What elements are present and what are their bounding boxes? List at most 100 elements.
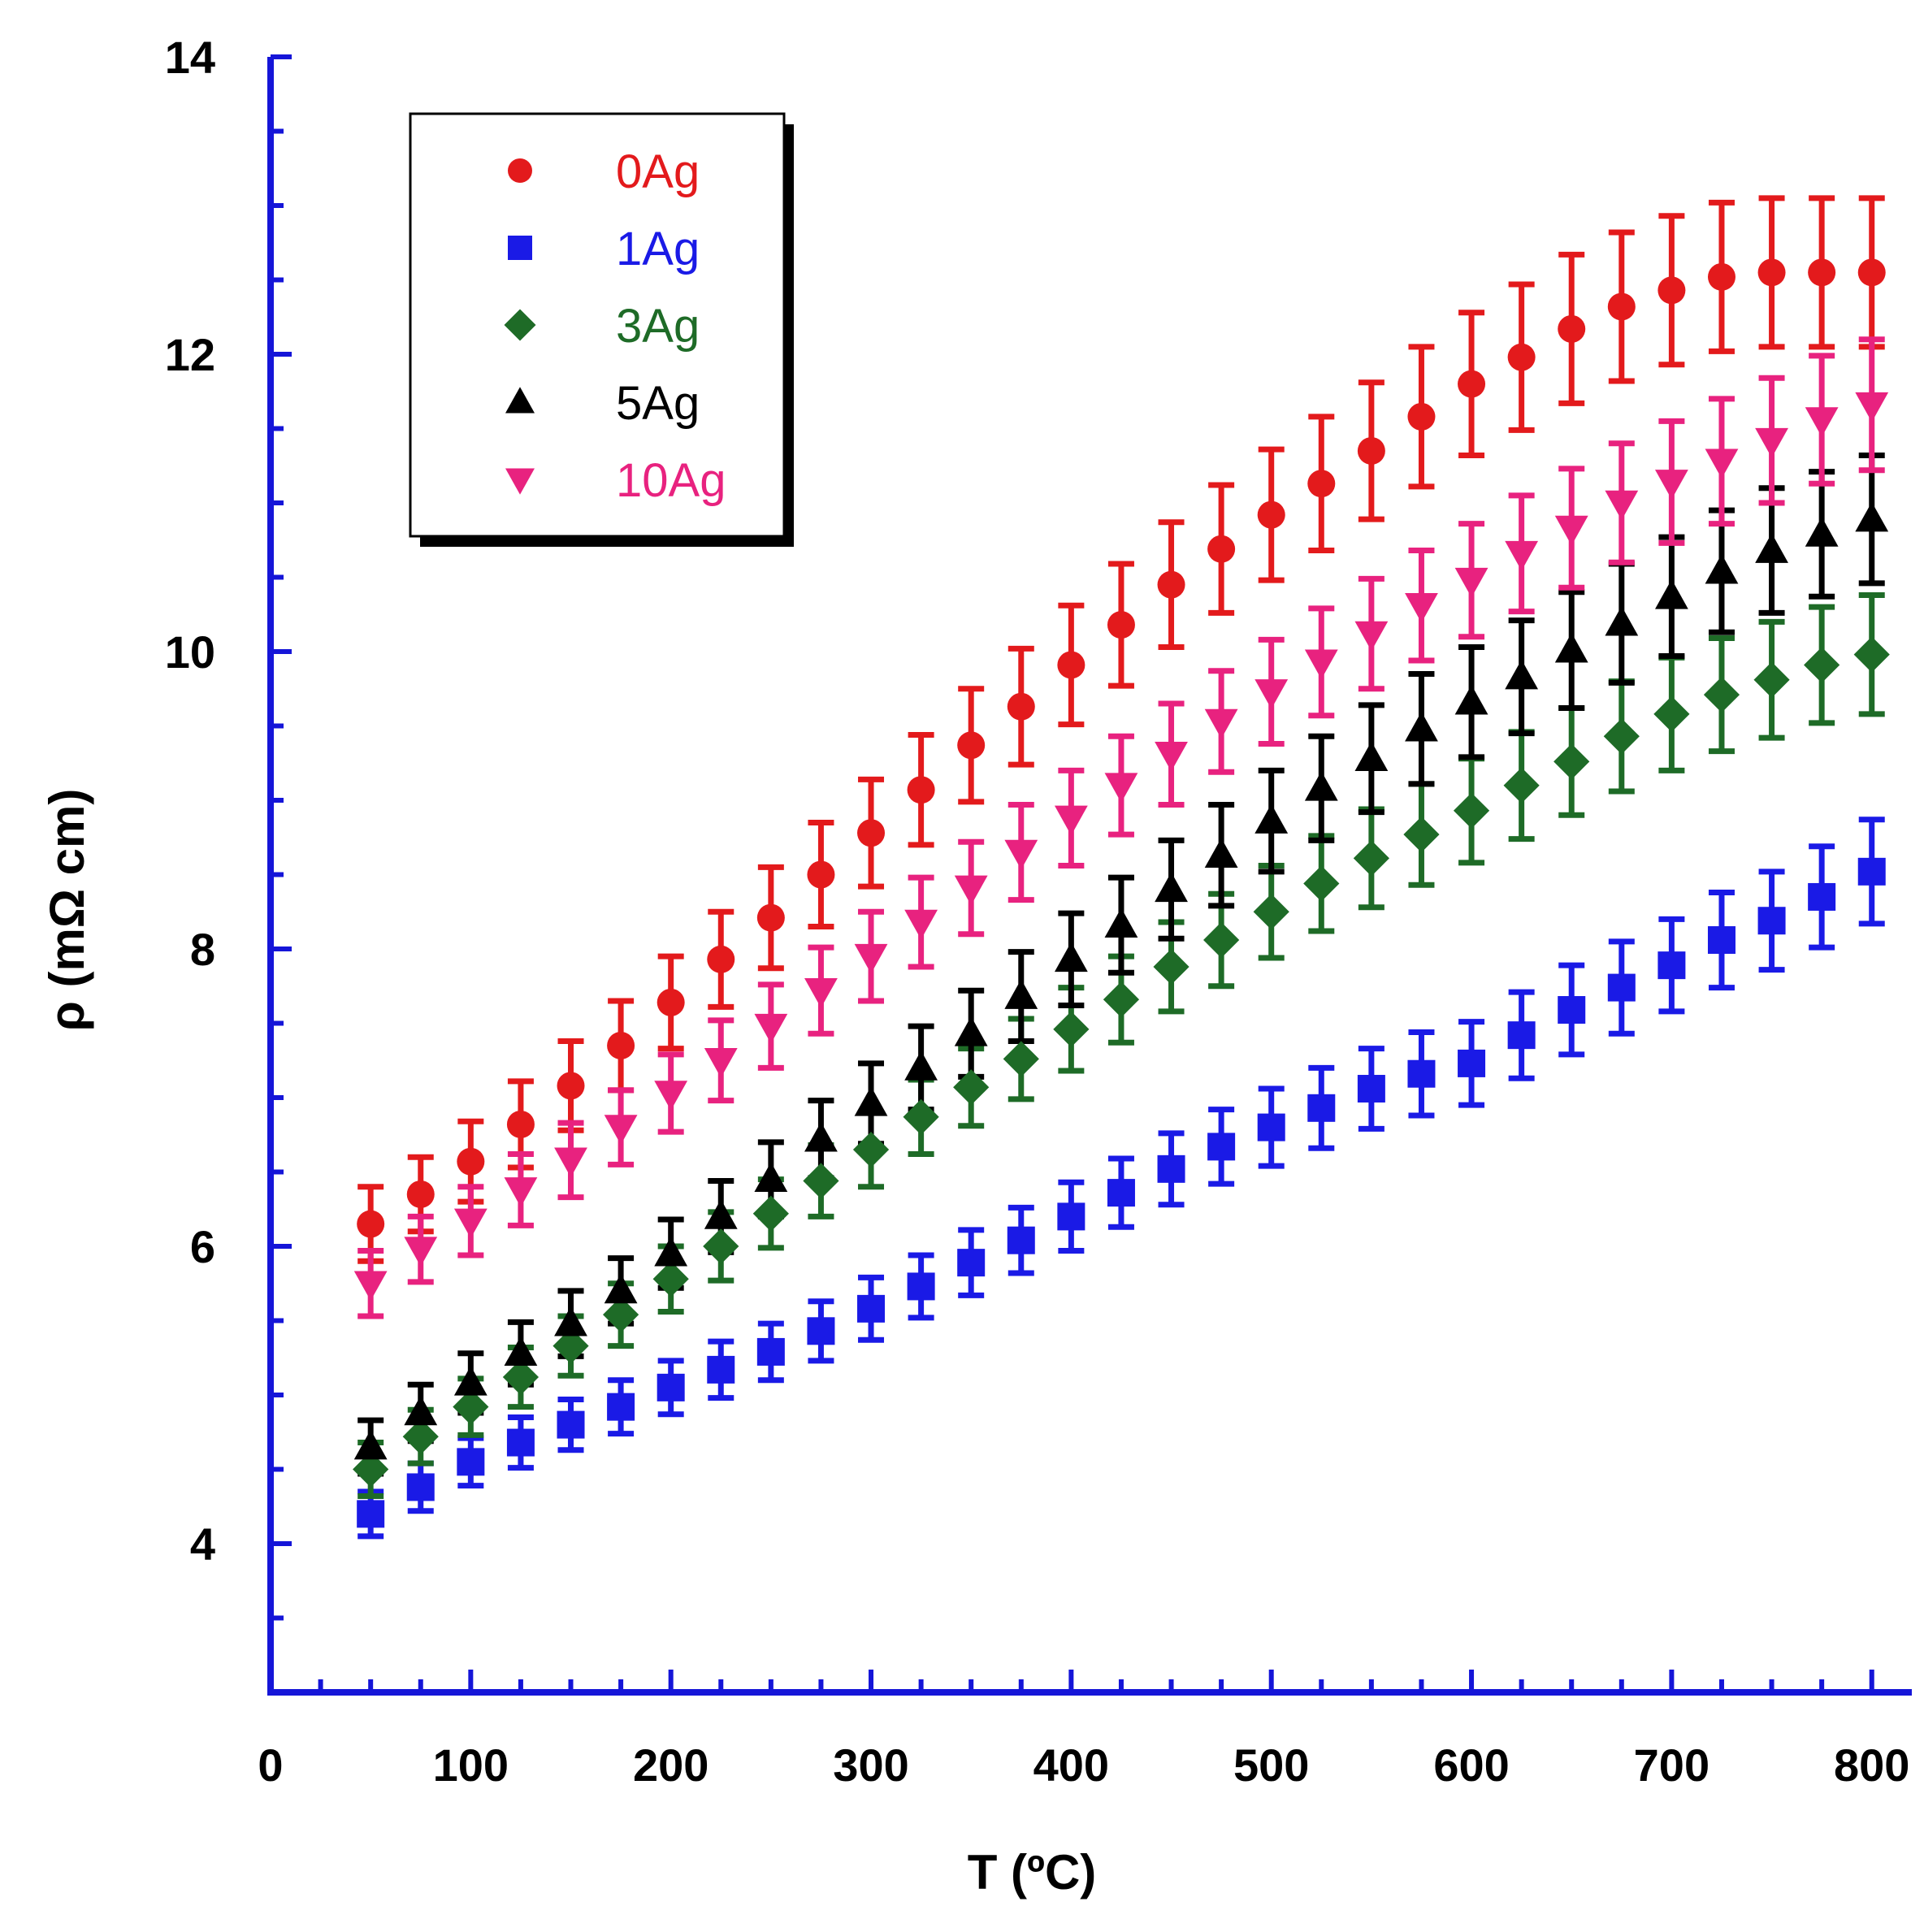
point-5Ag xyxy=(453,1366,488,1396)
point-0Ag xyxy=(656,988,685,1016)
point-0Ag xyxy=(406,1180,435,1208)
point-3Ag xyxy=(1153,948,1190,985)
x-tick-label: 700 xyxy=(1634,1739,1710,1791)
point-3Ag xyxy=(1703,676,1740,713)
point-3Ag xyxy=(1203,921,1240,959)
point-1Ag xyxy=(607,1393,635,1421)
point-0Ag xyxy=(1107,611,1135,639)
point-3Ag xyxy=(703,1228,739,1265)
point-1Ag xyxy=(957,1249,986,1277)
point-10Ag xyxy=(1054,805,1088,836)
legend-label-10Ag: 10Ag xyxy=(616,454,726,507)
point-3Ag xyxy=(1053,1011,1090,1047)
point-1Ag xyxy=(1607,973,1636,1002)
point-10Ag xyxy=(1505,540,1539,571)
point-3Ag xyxy=(1554,743,1590,780)
point-0Ag xyxy=(1458,370,1486,398)
legend-marker-1Ag xyxy=(508,236,532,260)
point-10Ag xyxy=(1805,407,1839,437)
point-3Ag xyxy=(602,1297,639,1333)
point-1Ag xyxy=(1857,857,1886,886)
point-10Ag xyxy=(1554,515,1588,546)
point-10Ag xyxy=(854,943,888,974)
legend-marker-3Ag xyxy=(504,309,536,341)
point-0Ag xyxy=(756,903,785,932)
point-0Ag xyxy=(1007,692,1035,721)
y-tick-label: 4 xyxy=(190,1518,215,1570)
point-3Ag xyxy=(502,1358,540,1396)
point-5Ag xyxy=(954,1016,988,1046)
y-tick-label: 6 xyxy=(190,1221,215,1272)
point-10Ag xyxy=(954,875,988,906)
x-axis-title: T (ºC) xyxy=(968,1845,1097,1900)
legend-label-0Ag: 0Ag xyxy=(616,145,700,198)
point-5Ag xyxy=(504,1336,538,1367)
point-10Ag xyxy=(1855,392,1889,422)
point-0Ag xyxy=(857,819,886,847)
point-10Ag xyxy=(654,1081,688,1111)
point-10Ag xyxy=(353,1271,388,1301)
point-0Ag xyxy=(1707,262,1736,291)
point-1Ag xyxy=(1357,1075,1385,1103)
series-0Ag xyxy=(357,258,1886,1238)
legend-label-5Ag: 5Ag xyxy=(616,377,700,430)
point-10Ag xyxy=(1354,621,1389,652)
point-3Ag xyxy=(1753,661,1790,698)
y-axis-title: ρ (mΩ cm) xyxy=(40,789,94,1032)
legend-items: 0Ag 1Ag 3Ag 5Ag 10Ag xyxy=(504,145,726,507)
point-0Ag xyxy=(1407,402,1436,431)
point-0Ag xyxy=(1207,535,1236,563)
point-5Ag xyxy=(704,1199,738,1229)
point-0Ag xyxy=(1357,436,1385,465)
point-1Ag xyxy=(1658,951,1686,980)
series-10Ag xyxy=(353,392,1889,1301)
point-0Ag xyxy=(557,1072,585,1100)
series-3Ag xyxy=(353,636,1890,1488)
point-0Ag xyxy=(1857,258,1886,287)
point-0Ag xyxy=(506,1110,535,1138)
point-5Ag xyxy=(1654,579,1688,609)
point-3Ag xyxy=(1503,767,1540,804)
y-tick-label: 10 xyxy=(165,626,215,678)
point-5Ag xyxy=(1554,632,1588,663)
point-10Ag xyxy=(754,1013,788,1044)
point-5Ag xyxy=(1054,942,1088,972)
point-5Ag xyxy=(804,1121,838,1152)
point-1Ag xyxy=(1007,1226,1035,1254)
point-3Ag xyxy=(1403,816,1440,853)
point-3Ag xyxy=(752,1195,789,1232)
point-5Ag xyxy=(1204,838,1238,869)
point-0Ag xyxy=(1257,500,1285,529)
point-5Ag xyxy=(1155,872,1188,903)
point-0Ag xyxy=(1607,292,1636,321)
point-5Ag xyxy=(353,1429,388,1460)
legend-label-1Ag: 1Ag xyxy=(616,223,700,275)
point-1Ag xyxy=(1808,882,1836,911)
x-tick-label: 500 xyxy=(1233,1739,1309,1791)
series-1Ag xyxy=(357,857,1886,1528)
point-5Ag xyxy=(754,1162,788,1192)
tick-labels: 0 100 200 300 400 500 600 700 800 4 6 8 10 12 14 xyxy=(165,32,1910,1791)
point-5Ag xyxy=(1505,659,1539,690)
x-tick-label: 100 xyxy=(433,1739,509,1791)
point-3Ag xyxy=(1453,792,1490,829)
point-10Ag xyxy=(1304,649,1338,680)
point-10Ag xyxy=(554,1147,587,1178)
point-5Ag xyxy=(604,1273,638,1304)
point-3Ag xyxy=(552,1328,589,1364)
point-1Ag xyxy=(656,1373,685,1401)
point-1Ag xyxy=(707,1355,735,1384)
point-1Ag xyxy=(756,1337,785,1366)
point-1Ag xyxy=(506,1428,535,1457)
point-10Ag xyxy=(1755,427,1788,458)
point-10Ag xyxy=(1004,839,1038,870)
point-3Ag xyxy=(953,1069,990,1106)
x-tick-label: 300 xyxy=(833,1739,908,1791)
point-0Ag xyxy=(1658,276,1686,305)
point-3Ag xyxy=(652,1261,689,1297)
point-10Ag xyxy=(453,1208,488,1239)
x-tick-label: 800 xyxy=(1834,1739,1909,1791)
point-10Ag xyxy=(404,1237,438,1267)
point-1Ag xyxy=(1458,1049,1486,1077)
